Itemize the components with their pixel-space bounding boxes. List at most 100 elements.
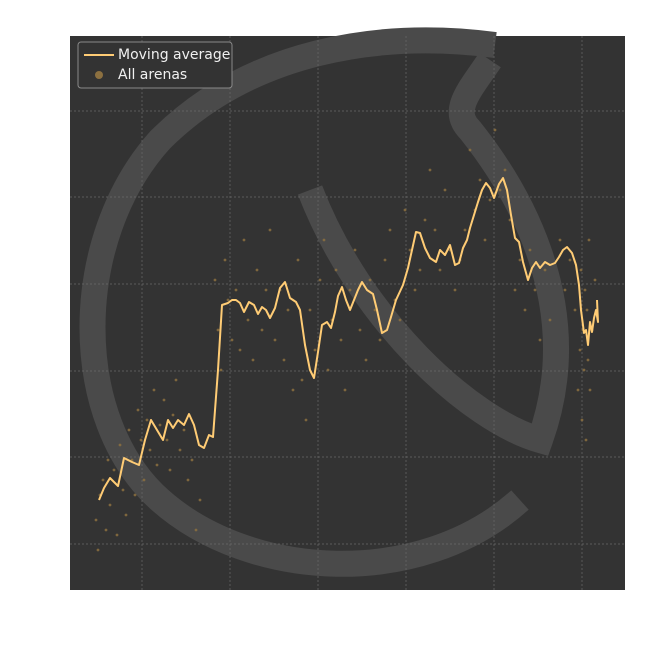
legend-dot-swatch [95,71,103,79]
scatter-point [558,238,562,242]
legend-label: All arenas [118,67,187,83]
scatter-point [308,308,312,312]
scatter-point [334,268,338,272]
scatter-point [268,228,272,232]
scatter-point [318,278,322,282]
scatter-point [508,218,512,222]
scatter-point [148,448,152,452]
scatter-point [423,218,427,222]
moving-average-line [98,177,599,501]
scatter-point [115,533,119,537]
scatter-point [198,498,202,502]
legend-box [77,41,233,89]
scatter-point [242,238,246,242]
scatter-point [543,268,547,272]
scatter-point [579,268,583,272]
scatter-point [194,528,198,532]
scatter-point [528,248,532,252]
scatter-point [586,358,590,362]
scatter-point [158,423,162,427]
scatter-point [353,248,357,252]
scatter-point [582,368,586,372]
scatter-point [165,438,169,442]
scatter-point [255,268,259,272]
scatter-point [488,198,492,202]
scatter-point [378,338,382,342]
watermark-logo [79,27,569,577]
scatter-point [174,378,178,382]
scatter-point [518,258,522,262]
scatter-point [286,308,290,312]
scatter-point [503,168,507,172]
scatter-point [264,288,268,292]
scatter-point [483,238,487,242]
scatter-point [300,378,304,382]
scatter-point [568,258,572,262]
legend: Moving average All arenas [77,41,233,89]
scatter-point [587,238,591,242]
scatter-point [398,318,402,322]
scatter-point [178,448,182,452]
scatter-point [453,288,457,292]
scatter-point [478,178,482,182]
scatter-point [136,408,140,412]
scatter-point [260,328,264,332]
scatter-point [584,438,588,442]
scatter-point [433,228,437,232]
scatter-point [468,148,472,152]
scatter-point [223,258,227,262]
scatter-point [438,268,442,272]
scatter-point [443,188,447,192]
scatter-point [348,288,352,292]
scatter-point [162,398,166,402]
scatter-point [121,488,125,492]
scatter-point [226,298,230,302]
legend-label: Moving average [118,47,230,63]
scatter-point [463,228,467,232]
scatter-point [186,478,190,482]
scatter-point [112,468,116,472]
scatter-point [291,388,295,392]
scatter-point [576,388,580,392]
scatter-point [538,338,542,342]
scatter-point [124,513,128,517]
scatter-point [493,128,497,132]
scatter-point [133,493,137,497]
scatter-point [127,428,131,432]
scatter-point [428,168,432,172]
scatter-point [190,458,194,462]
scatter-point [168,468,172,472]
scatter-point [322,238,326,242]
scatter-point [118,443,122,447]
scatter-point [523,308,527,312]
scatter-point [304,418,308,422]
scatter-point [588,388,592,392]
scatter-point [96,548,100,552]
scatter-point [403,208,407,212]
scatter-point [563,288,567,292]
scatter-point [213,278,217,282]
scatter-point [155,463,159,467]
scatter-point [339,338,343,342]
scatter-point [182,428,186,432]
scatter-point [313,348,317,352]
scatter-point [282,358,286,362]
scatter-point [368,278,372,282]
scatter-point [216,328,220,332]
scatter-point [238,348,242,352]
scatter-point [230,338,234,342]
grid [70,36,625,590]
scatter-point [593,278,597,282]
scatter-point [358,328,362,332]
scatter-point [142,478,146,482]
scatter-point [104,528,108,532]
scatter-point [106,458,110,462]
scatter-point [578,348,582,352]
scatter-point [364,358,368,362]
scatter-point [219,368,223,372]
scatter-point [418,268,422,272]
scatter-point [388,228,392,232]
scatter-point [548,318,552,322]
